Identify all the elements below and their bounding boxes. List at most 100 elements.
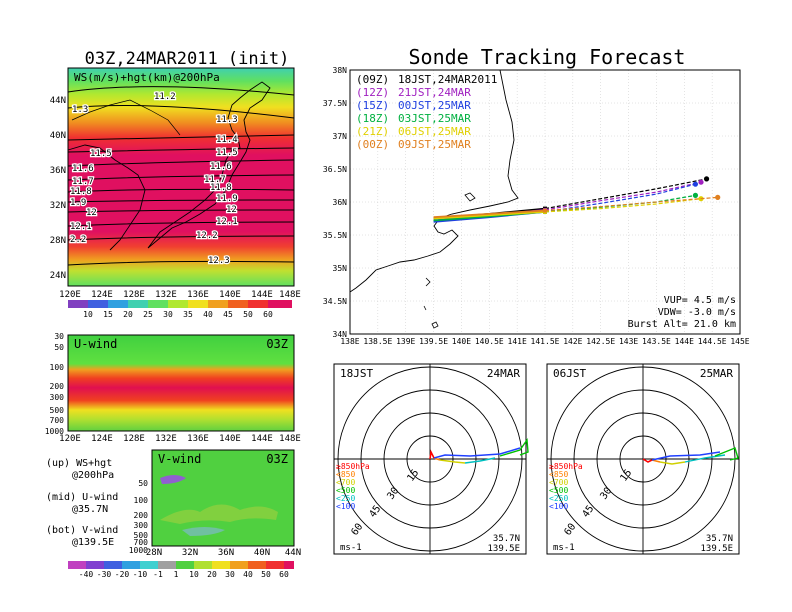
- left-legend: (up) WS+hgt @200hPa (mid) U-wind @35.7N …: [46, 458, 118, 548]
- track-descent-line: [544, 198, 702, 213]
- x-tick-label: 138.5E: [363, 337, 392, 346]
- level-label: <850: [549, 470, 568, 479]
- polar-time: 06JST: [553, 367, 586, 380]
- track-descent-line: [544, 181, 702, 211]
- track-series-group: [433, 176, 721, 223]
- y-tick-label: 36N: [333, 198, 348, 207]
- u-wind-frame: [67, 334, 295, 432]
- lat-tick: 40N: [50, 131, 66, 141]
- x-tick-label: 143E: [619, 337, 638, 346]
- colorbar-label: 20: [123, 310, 133, 319]
- contour-label: 11.5: [216, 148, 238, 158]
- upper-lat-ticks: 44N 40N 36N 32N 28N 24N: [50, 96, 66, 281]
- y-tick-label: 36.5N: [323, 165, 347, 174]
- colorbar-label: 30: [225, 570, 235, 579]
- track-grid: [350, 70, 740, 334]
- u-x-tick: 148E: [279, 434, 301, 444]
- bottom-colorbar: -40 -30 -20 -10 -1 1 10 20 30 40 50 60: [68, 561, 294, 579]
- track-y-ticks: 38N 37.5N 37N 36.5N 36N 35.5N 35N 34.5N 34N: [323, 66, 347, 339]
- contour-label: 2.2: [70, 235, 86, 245]
- landing-point: [698, 179, 704, 185]
- u-y-tick: 100: [50, 363, 65, 372]
- v-y-tick: 100: [134, 496, 149, 505]
- colorbar-label: -40: [79, 570, 94, 579]
- track-descent-line: [544, 183, 696, 213]
- v-x-tick: 40N: [254, 548, 270, 558]
- legend-mid: (mid) U-wind: [46, 492, 118, 503]
- u-x-tick: 136E: [187, 434, 209, 444]
- u-wind-label: U-wind: [74, 337, 117, 351]
- contour-label: 11.4: [216, 135, 238, 145]
- contour-label: 12.1: [70, 222, 92, 232]
- u-y-tick: 700: [50, 416, 65, 425]
- polar-level-legend: ≥850hPa <850 <700 <500 <250 <100: [336, 462, 370, 511]
- contour-label: 11.6: [210, 162, 232, 172]
- upper-lon-ticks: 120E 124E 128E 132E 136E 140E 144E 148E: [59, 290, 301, 300]
- polar-time: 18JST: [340, 367, 373, 380]
- legend-bot-level: @139.5E: [72, 537, 114, 548]
- contour-label: 11.7: [72, 177, 94, 187]
- v-y-tick: 300: [134, 521, 149, 530]
- v-x-tick: 36N: [218, 548, 234, 558]
- v-y-tick: 700: [134, 538, 149, 547]
- contour-label: 11.8: [70, 187, 92, 197]
- level-label: <500: [549, 486, 568, 495]
- contour-labels: 11.2 11.3 1.3 11.4 11.5 11.5 11.6 11.6 1…: [69, 91, 239, 268]
- u-wind-panel: U-wind 03Z 30 50 100 200 300 500 700 100…: [45, 332, 301, 444]
- colorbar-label: 10: [189, 570, 199, 579]
- lon-tick: 144E: [251, 290, 273, 300]
- track-ascent-line: [433, 211, 546, 220]
- polar-date: 24MAR: [487, 367, 520, 380]
- track-map-frame: [349, 69, 741, 335]
- x-tick-label: 140.5E: [475, 337, 504, 346]
- track-legend-code: (18Z): [356, 112, 389, 125]
- u-y-tick: 300: [50, 393, 65, 402]
- colorbar-label: 30: [163, 310, 173, 319]
- v-x-tick: 28N: [146, 548, 162, 558]
- landing-point: [703, 176, 710, 182]
- upper-map-label: WS(m/s)+hgt(km)@200hPa: [74, 71, 220, 84]
- contour-label: 11.5: [90, 149, 112, 159]
- height-contours: [67, 86, 295, 266]
- vdw-text: VDW= -3.0 m/s: [658, 307, 736, 318]
- level-label: <700: [549, 478, 568, 487]
- upper-map-panel: 11.2 11.3 1.3 11.4 11.5 11.5 11.6 11.6 1…: [50, 67, 301, 300]
- polar-unit: ms-1: [553, 543, 575, 553]
- contour-label: 1.9: [70, 198, 86, 208]
- lon-tick: 140E: [219, 290, 241, 300]
- u-x-tick: 128E: [123, 434, 145, 444]
- contour-label: 1.3: [72, 105, 88, 115]
- v-wind-patch: [160, 504, 278, 524]
- legend-up: (up) WS+hgt: [46, 458, 112, 469]
- lat-tick: 32N: [50, 201, 66, 211]
- x-tick-label: 139E: [396, 337, 415, 346]
- colorbar-label: 35: [183, 310, 193, 319]
- legend-bot: (bot) V-wind: [46, 525, 118, 536]
- upper-map-frame: [67, 67, 295, 287]
- contour-label: 11.2: [154, 92, 176, 102]
- track-legend-code: (21Z): [356, 125, 389, 138]
- v-y-tick: 50: [138, 479, 148, 488]
- track-descent-line: [544, 194, 696, 213]
- colorbar-label: 50: [243, 310, 253, 319]
- legend-up-level: @200hPa: [72, 470, 114, 481]
- track-info: VUP= 4.5 m/s VDW= -3.0 m/s Burst Alt= 21…: [628, 295, 736, 330]
- honshu-coastline: [349, 69, 519, 293]
- lon-tick: 136E: [187, 290, 209, 300]
- lat-tick: 36N: [50, 166, 66, 176]
- u-wind-time: 03Z: [266, 337, 288, 351]
- polar-plot-right: 15 30 45 60 06JST 25MAR ≥850hPa <850 <70…: [546, 363, 740, 555]
- lon-tick: 120E: [59, 290, 81, 300]
- x-tick-label: 140E: [452, 337, 471, 346]
- colorbar-label: 25: [143, 310, 153, 319]
- x-tick-label: 145E: [730, 337, 749, 346]
- x-tick-label: 141E: [508, 337, 527, 346]
- u-x-tick: 140E: [219, 434, 241, 444]
- level-label: ≥850hPa: [336, 462, 370, 471]
- v-y-tick: 500: [134, 531, 149, 540]
- v-wind-patch: [182, 527, 225, 536]
- contour-label: 11.6: [72, 164, 94, 174]
- x-tick-label: 142.5E: [586, 337, 615, 346]
- korea-china-coastline: [67, 144, 146, 251]
